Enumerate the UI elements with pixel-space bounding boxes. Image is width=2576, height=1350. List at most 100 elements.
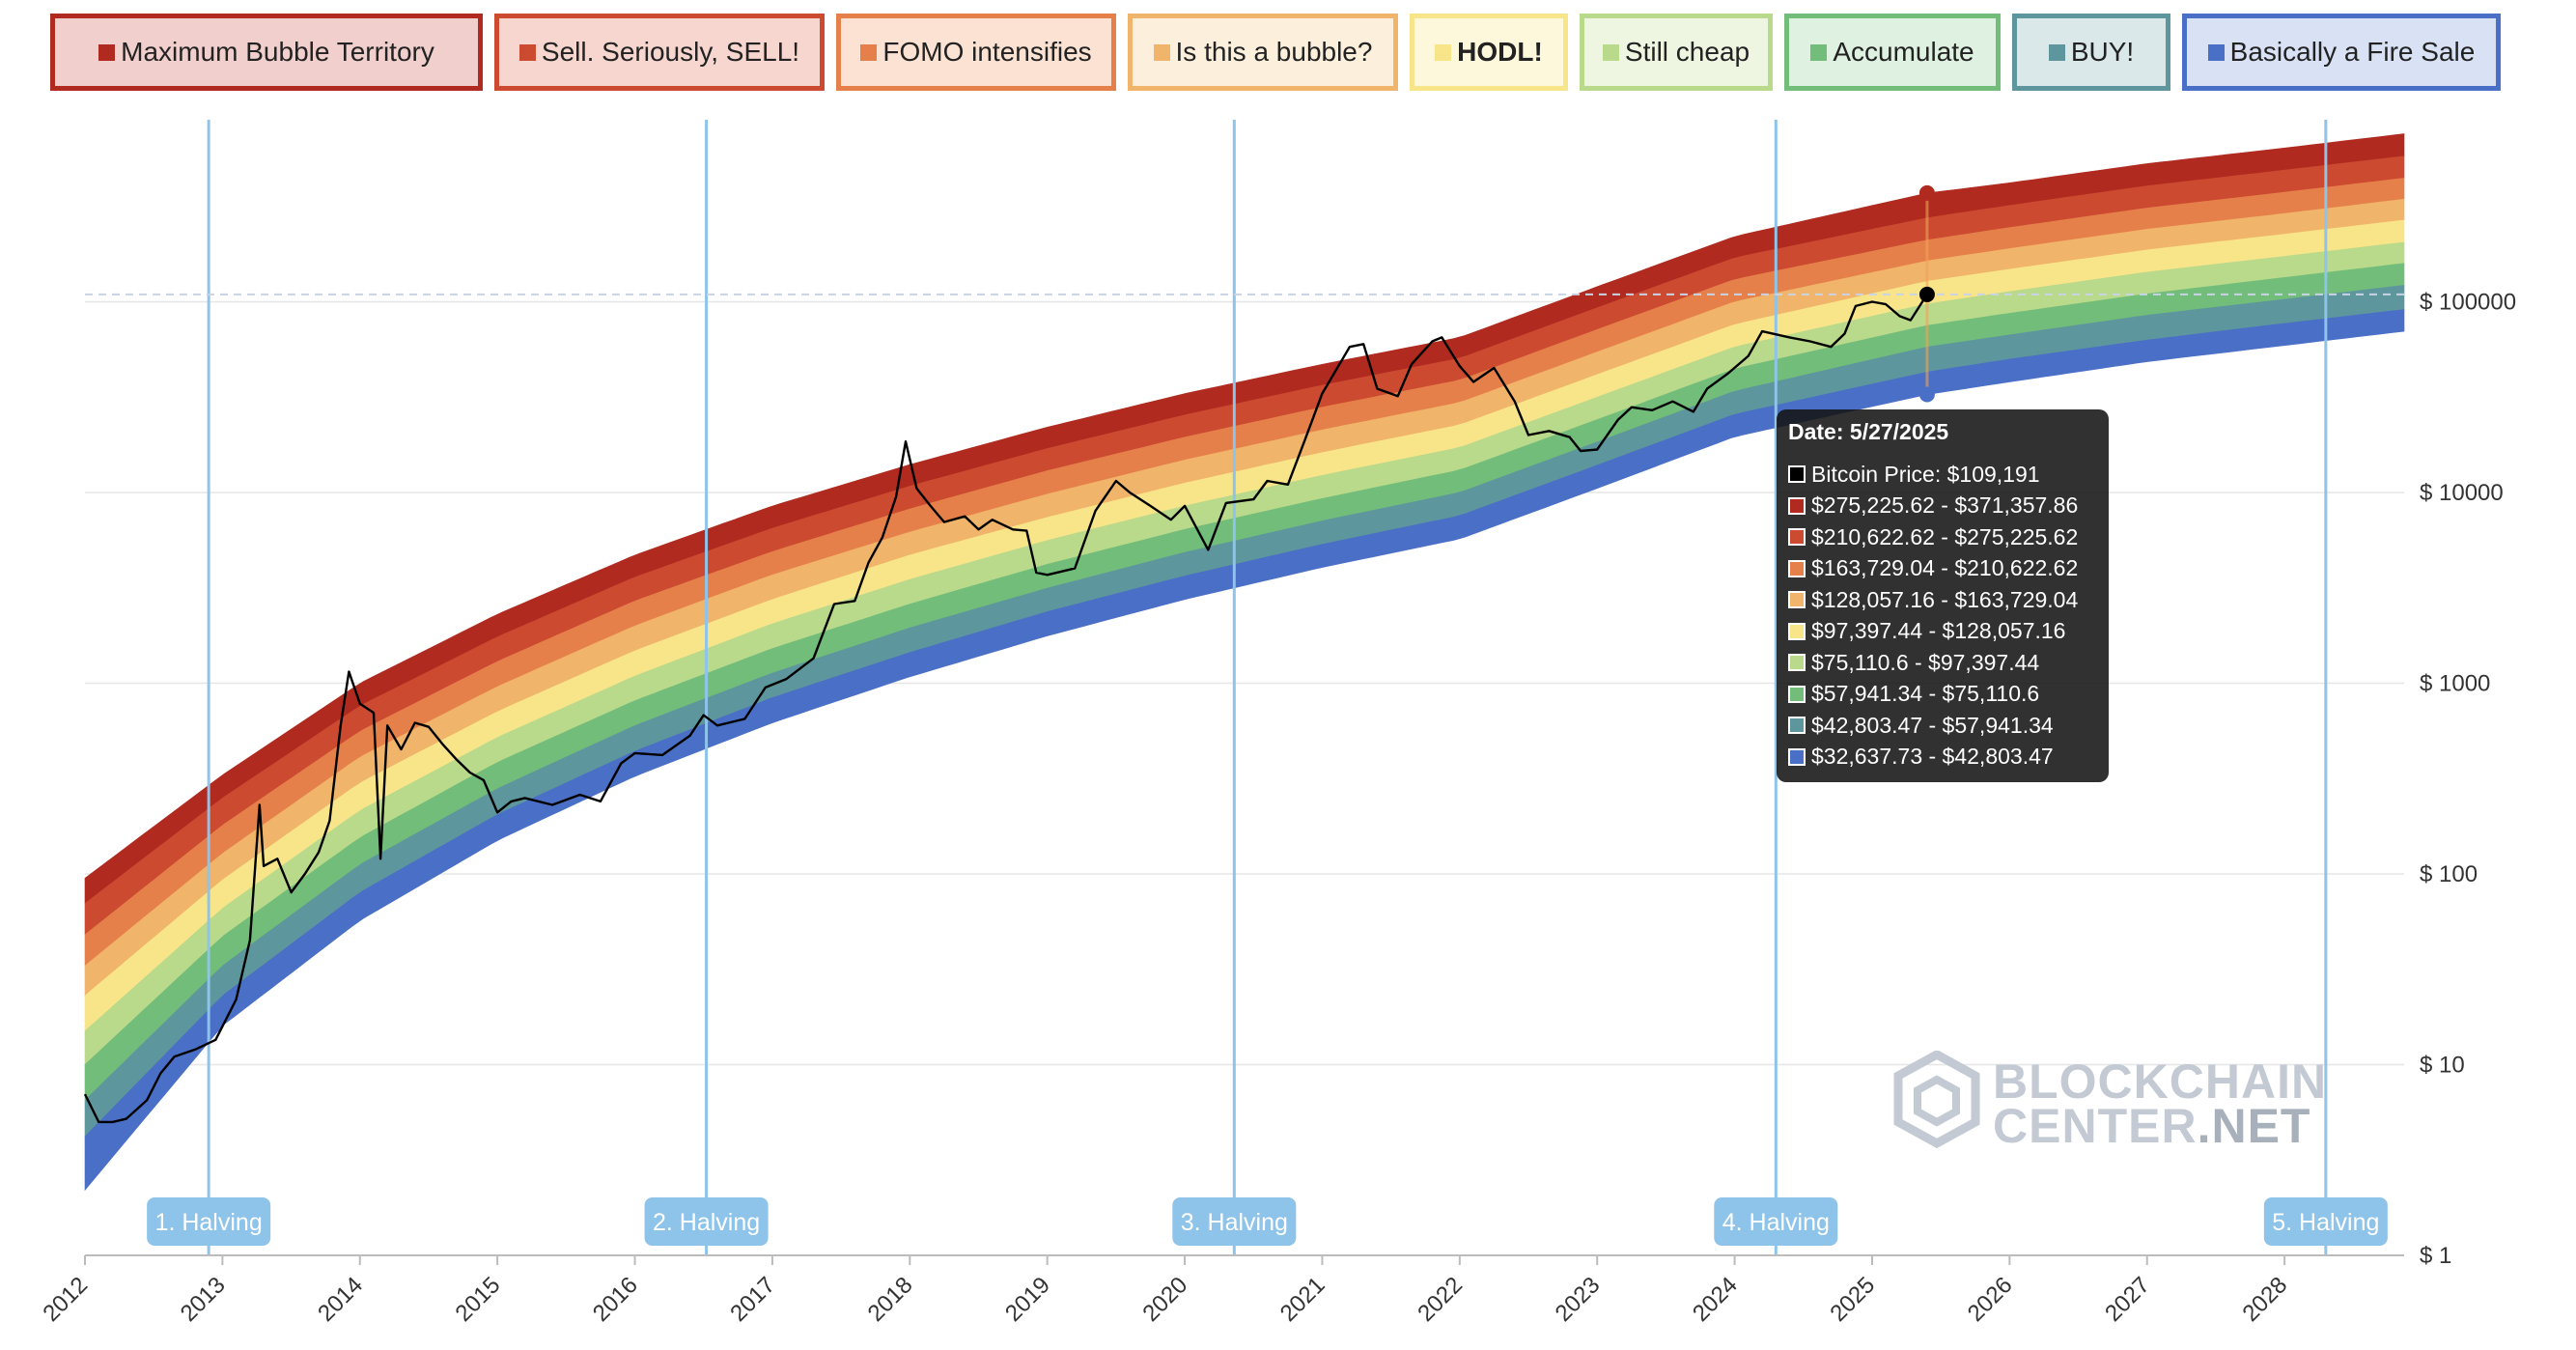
x-tick-label: 2028 xyxy=(2238,1272,2293,1327)
x-tick-label: 2016 xyxy=(588,1272,643,1327)
tooltip-title: Date: 5/27/2025 xyxy=(1788,419,1949,444)
current-price-marker xyxy=(1918,286,1935,302)
tooltip-row: Bitcoin Price: $109,191 xyxy=(1788,459,2097,491)
blockchaincenter-logo-icon xyxy=(1893,1051,1980,1149)
tooltip-row-label: $275,225.62 - $371,357.86 xyxy=(1811,492,2079,519)
tooltip-row: $97,397.44 - $128,057.16 xyxy=(1788,616,2097,648)
top-band-marker xyxy=(1918,184,1935,201)
tooltip-row-label: $75,110.6 - $97,397.44 xyxy=(1811,649,2040,675)
legend-swatch xyxy=(1810,43,1828,61)
tooltip-row: $163,729.04 - $210,622.62 xyxy=(1788,553,2097,585)
y-tick-label: $ 10 xyxy=(2420,1052,2465,1078)
legend-swatch xyxy=(2207,43,2225,61)
x-tick-label: 2013 xyxy=(176,1272,231,1327)
legend-label: FOMO intensifies xyxy=(882,37,1092,67)
legend-label: HODL! xyxy=(1457,37,1543,67)
bottom-band-marker xyxy=(1918,386,1935,403)
x-tick-label: 2014 xyxy=(313,1272,368,1327)
tooltip-swatch xyxy=(1788,622,1806,640)
legend-item[interactable]: Sell. Seriously, SELL! xyxy=(494,14,825,91)
tooltip-swatch xyxy=(1788,685,1806,703)
tooltip-row-label: $163,729.04 - $210,622.62 xyxy=(1811,555,2079,581)
tooltip-row: $128,057.16 - $163,729.04 xyxy=(1788,584,2097,616)
legend-label: BUY! xyxy=(2070,37,2135,67)
legend-swatch xyxy=(1153,43,1170,61)
tooltip-row-label: $42,803.47 - $57,941.34 xyxy=(1811,712,2054,738)
y-tick-label: $ 100 xyxy=(2420,861,2478,887)
x-tick-label: 2023 xyxy=(1551,1272,1606,1327)
tooltip-row: $75,110.6 - $97,397.44 xyxy=(1788,647,2097,679)
legend-label: Maximum Bubble Territory xyxy=(121,37,434,67)
halving-label: 5. Halving xyxy=(2272,1209,2379,1236)
halving-label-box xyxy=(644,1197,769,1246)
y-tick-label: $ 10000 xyxy=(2420,480,2504,506)
band-layer xyxy=(84,133,2405,1192)
tooltip-row-label: $32,637.73 - $42,803.47 xyxy=(1811,744,2054,770)
legend-item[interactable]: Still cheap xyxy=(1580,14,1773,91)
halving-labels: 1. Halving 2. Halving 3. Halving 4. Halving… xyxy=(147,1197,2388,1246)
legend-swatch xyxy=(1435,43,1452,61)
legend-swatch xyxy=(2048,43,2065,61)
halving-label-box xyxy=(1714,1197,1838,1246)
halving-label: 4. Halving xyxy=(1722,1209,1830,1236)
x-tick-label: 2017 xyxy=(725,1272,780,1327)
halving-label-box xyxy=(1172,1197,1297,1246)
x-tick-label: 2021 xyxy=(1275,1272,1330,1327)
tooltip-swatch xyxy=(1788,559,1806,577)
halving-label: 2. Halving xyxy=(653,1209,760,1236)
halving-label: 1. Halving xyxy=(155,1209,263,1236)
legend-item[interactable]: Maximum Bubble Territory xyxy=(50,14,483,91)
tooltip-row-label: $128,057.16 - $163,729.04 xyxy=(1811,586,2079,612)
tooltip-row: $42,803.47 - $57,941.34 xyxy=(1788,710,2097,742)
x-tick-label: 2025 xyxy=(1825,1272,1880,1327)
tooltip-row: $210,622.62 - $275,225.62 xyxy=(1788,521,2097,553)
x-tick-label: 2026 xyxy=(1963,1272,2018,1327)
legend-item[interactable]: BUY! xyxy=(2012,14,2170,91)
tooltip-swatch xyxy=(1788,496,1806,515)
watermark-line2b: .NET xyxy=(2197,1099,2311,1153)
legend-label: Accumulate xyxy=(1833,37,1974,67)
x-tick-label: 2024 xyxy=(1688,1272,1743,1327)
x-tick-label: 2018 xyxy=(863,1272,918,1327)
legend-label: Sell. Seriously, SELL! xyxy=(541,37,800,67)
tooltip-row-label: $97,397.44 - $128,057.16 xyxy=(1811,618,2066,644)
legend-swatch xyxy=(518,43,536,61)
tooltip-rows: Bitcoin Price: $109,191 $275,225.62 - $37… xyxy=(1788,459,2097,773)
watermark-line2a: CENTER xyxy=(1993,1099,2198,1153)
x-tick-label: 2022 xyxy=(1413,1272,1468,1327)
tooltip-row: $32,637.73 - $42,803.47 xyxy=(1788,742,2097,773)
tooltip-swatch xyxy=(1788,528,1806,547)
legend-item[interactable]: Is this a bubble? xyxy=(1128,14,1398,91)
blockchaincenter-watermark: BLOCKCHAIN CENTER.NET xyxy=(1892,1051,2327,1157)
legend-label: Still cheap xyxy=(1624,37,1750,67)
legend-item[interactable]: Basically a Fire Sale xyxy=(2182,14,2501,91)
tooltip-swatch xyxy=(1788,591,1806,609)
tooltip-row-label: Bitcoin Price: $109,191 xyxy=(1811,461,2040,487)
tooltip-swatch xyxy=(1788,654,1806,672)
legend-item[interactable]: FOMO intensifies xyxy=(836,14,1116,91)
x-tick-label: 2015 xyxy=(451,1272,506,1327)
current-markers xyxy=(85,184,2404,403)
legend-swatch xyxy=(860,43,878,61)
price-layer xyxy=(83,294,1928,1124)
legend-item[interactable]: Accumulate xyxy=(1784,14,2001,91)
x-tick-label: 2027 xyxy=(2100,1272,2155,1327)
legend-label: Is this a bubble? xyxy=(1175,37,1373,67)
tooltip: Date: 5/27/2025 Bitcoin Price: $109,191 $… xyxy=(1777,409,2109,782)
y-tick-label: $ 1 xyxy=(2420,1243,2451,1269)
y-tick-label: $ 100000 xyxy=(2420,289,2516,315)
legend-swatch xyxy=(1602,43,1619,61)
tooltip-row: $275,225.62 - $371,357.86 xyxy=(1788,491,2097,522)
tooltip-row-label: $57,941.34 - $75,110.6 xyxy=(1811,681,2040,707)
halving-label-box xyxy=(147,1197,271,1246)
tooltip-row: $57,941.34 - $75,110.6 xyxy=(1788,679,2097,711)
x-tick-label: 2012 xyxy=(38,1272,93,1327)
watermark-line1: BLOCKCHAIN xyxy=(1993,1055,2328,1109)
legend-item[interactable]: HODL! xyxy=(1410,14,1568,91)
tooltip-swatch xyxy=(1788,465,1806,484)
legend-swatch xyxy=(98,43,116,61)
halving-label: 3. Halving xyxy=(1181,1209,1288,1236)
x-tick-label: 2020 xyxy=(1137,1272,1192,1327)
legend-label: Basically a Fire Sale xyxy=(2229,37,2476,67)
